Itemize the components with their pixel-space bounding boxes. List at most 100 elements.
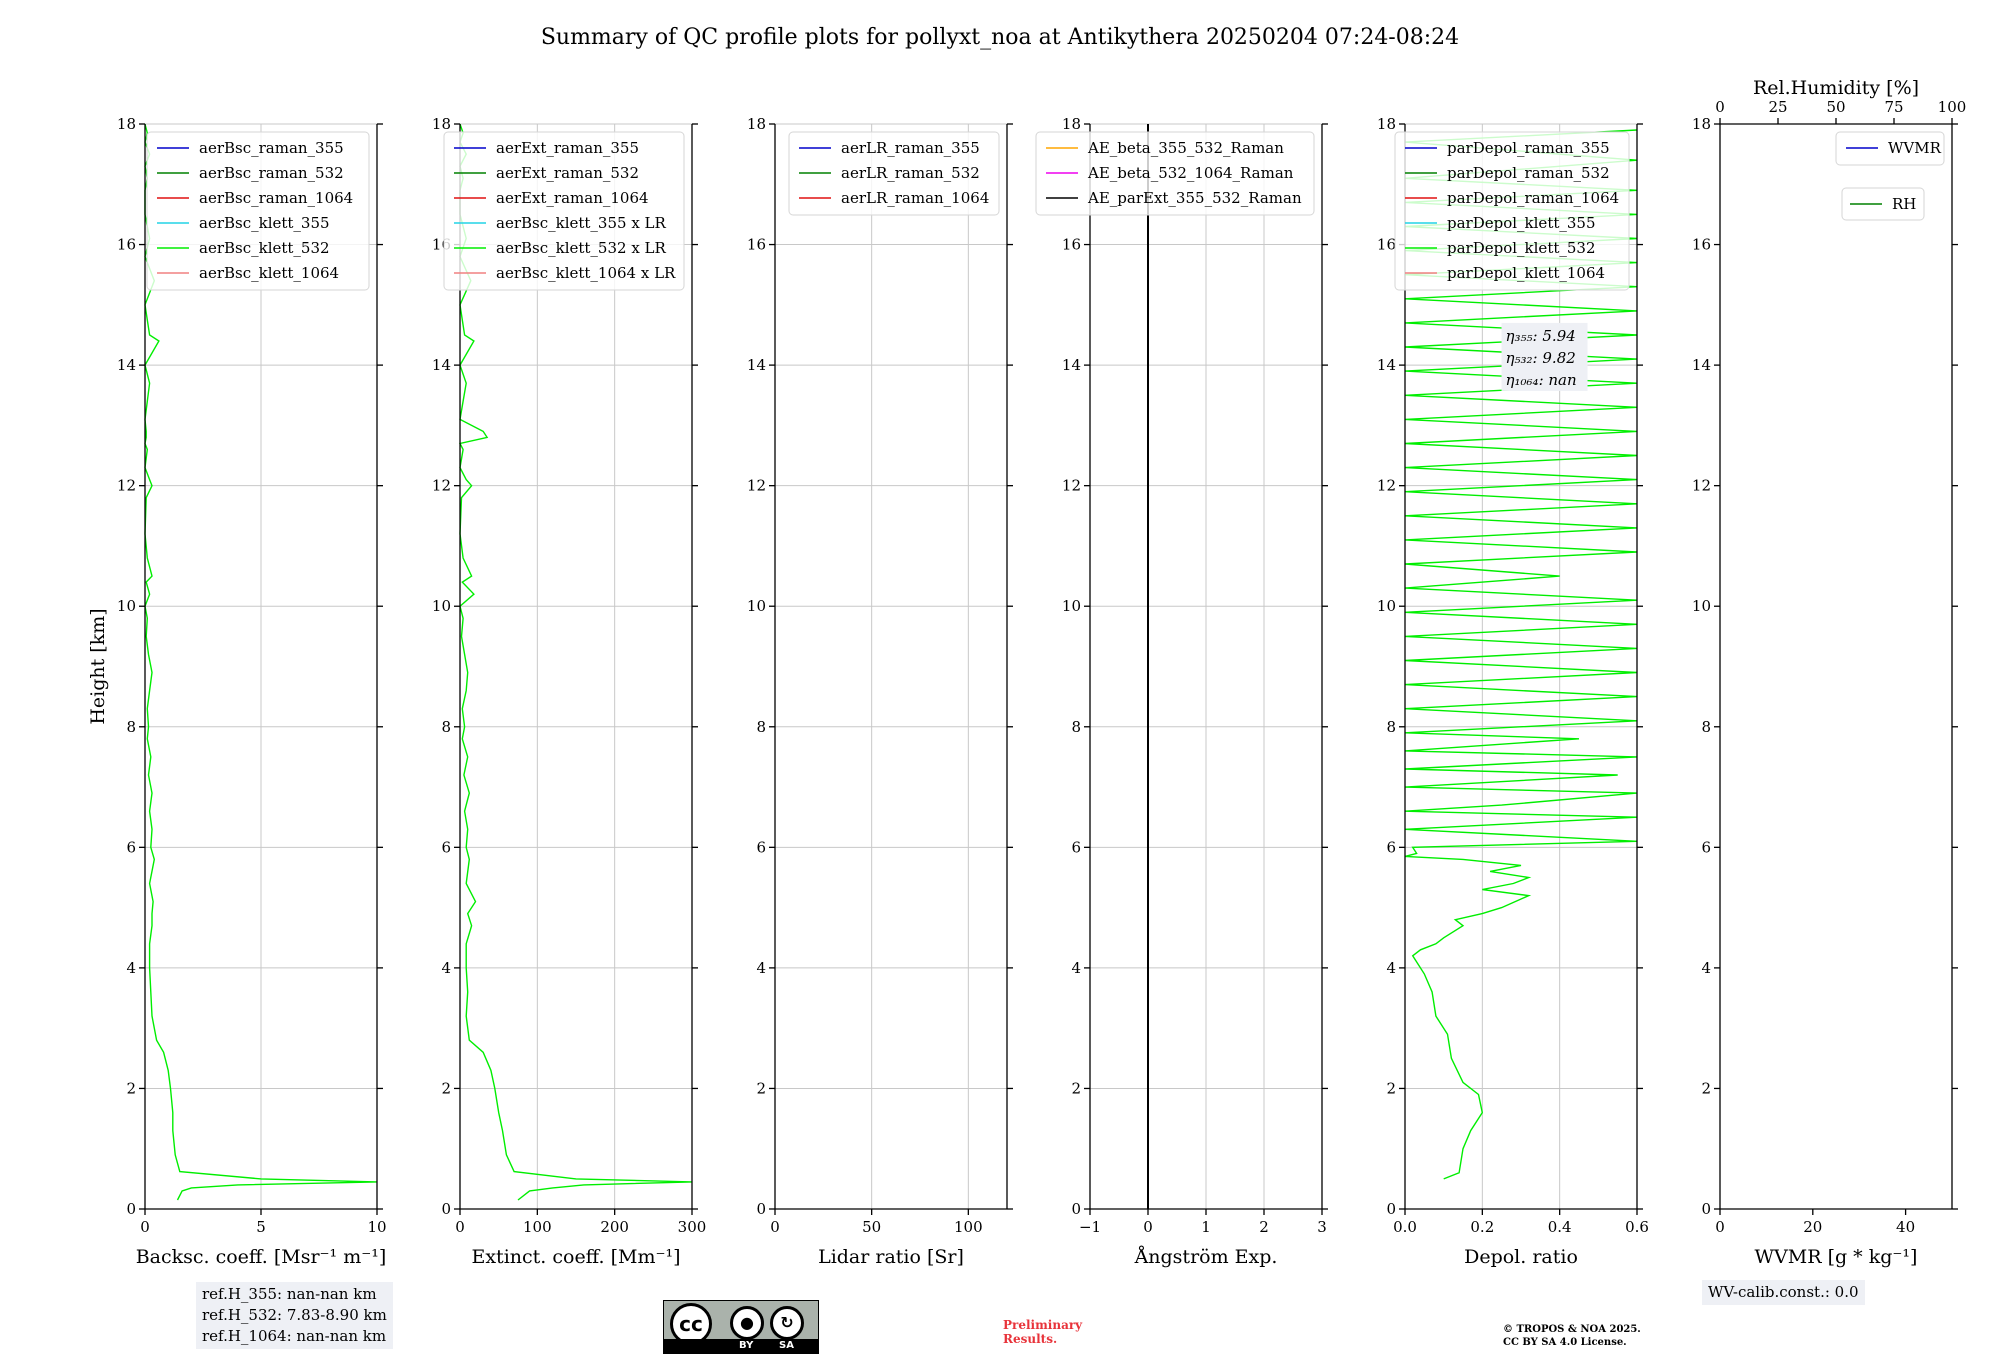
legend-label: aerExt_raman_1064 [496, 189, 649, 207]
wv-calibration-constant: WV-calib.const.: 0.0 [1708, 1283, 1859, 1301]
y-tick-label: 2 [756, 1079, 766, 1097]
y-tick-label: 12 [1062, 477, 1081, 495]
y-tick-label: 8 [441, 718, 451, 736]
y-tick-label: 2 [126, 1079, 136, 1097]
y-tick-label: 6 [1701, 838, 1711, 856]
y-tick-label: 2 [1701, 1079, 1711, 1097]
y-tick-label: 8 [1386, 718, 1396, 736]
y-axis-label: Height [km] [87, 608, 109, 724]
legend-label: aerBsc_klett_355 [199, 214, 330, 232]
y-tick-label: 14 [117, 356, 136, 374]
legend-label: parDepol_raman_532 [1447, 164, 1610, 182]
y-tick-label: 4 [441, 959, 451, 977]
ref-height-532: ref.H_532: 7.83-8.90 km [202, 1306, 387, 1324]
x-tick-label: 40 [1896, 1218, 1915, 1236]
legend: aerBsc_raman_355 aerBsc_raman_532 aerBsc_r… [146, 131, 370, 291]
x-axis-label: WVMR [g * kg⁻¹] [1755, 1246, 1918, 1268]
legend-box [146, 131, 370, 291]
x-tick-label: 200 [600, 1218, 629, 1236]
badge-by-label: BY [739, 1340, 754, 1351]
y-tick-label: 6 [756, 838, 766, 856]
y-tick-label: 18 [432, 115, 451, 133]
legend-box-rh [1841, 187, 1925, 221]
legend-label: AE_beta_355_532_Raman [1087, 139, 1284, 157]
legend-label: parDepol_klett_355 [1447, 214, 1596, 232]
legend-label: aerLR_raman_1064 [841, 189, 989, 207]
legend-label: AE_beta_532_1064_Raman [1087, 164, 1294, 182]
legend-label: parDepol_klett_1064 [1447, 264, 1605, 282]
legend-label: aerBsc_raman_532 [199, 164, 344, 182]
x-tick-label: 0.6 [1625, 1218, 1649, 1236]
x-tick-label: 0.2 [1470, 1218, 1494, 1236]
y-tick-label: 10 [1062, 597, 1081, 615]
ref-height-355: ref.H_355: nan-nan km [202, 1285, 377, 1303]
y-tick-label: 10 [117, 597, 136, 615]
x-tick-label: 0.0 [1393, 1218, 1417, 1236]
y-tick-label: 12 [1377, 477, 1396, 495]
y-tick-label: 8 [126, 718, 136, 736]
y-tick-label: 2 [1071, 1079, 1081, 1097]
legend-label: aerBsc_klett_1064 [199, 264, 339, 282]
legend-label: aerExt_raman_532 [496, 164, 639, 182]
legend-label: aerBsc_raman_355 [199, 139, 344, 157]
cc-icon: cc [670, 1303, 712, 1345]
top-x-tick-label: 0 [1715, 98, 1725, 116]
y-tick-label: 16 [117, 236, 136, 254]
top-x-tick-label: 75 [1884, 98, 1903, 116]
y-tick-label: 14 [1377, 356, 1396, 374]
top-x-axis-label: Rel.Humidity [%] [1753, 77, 1919, 99]
x-axis-label: Backsc. coeff. [Msr⁻¹ m⁻¹] [136, 1246, 387, 1268]
y-tick-label: 10 [432, 597, 451, 615]
y-tick-label: 4 [1386, 959, 1396, 977]
y-tick-label: 4 [756, 959, 766, 977]
y-tick-label: 16 [1062, 236, 1081, 254]
legend-label: parDepol_raman_355 [1447, 139, 1610, 157]
legend-label: aerLR_raman_355 [841, 139, 980, 157]
legend-label: AE_parExt_355_532_Raman [1087, 189, 1302, 207]
wv-calibration-box: WV-calib.const.: 0.0 [1702, 1280, 1865, 1305]
x-tick-label: 0.4 [1548, 1218, 1572, 1236]
y-tick-label: 16 [1692, 236, 1711, 254]
y-tick-label: 0 [441, 1200, 451, 1218]
y-tick-label: 18 [1062, 115, 1081, 133]
badge-sa-label: SA [779, 1340, 794, 1351]
x-tick-label: 0 [140, 1218, 150, 1236]
legend-label: aerExt_raman_355 [496, 139, 639, 157]
y-tick-label: 14 [1062, 356, 1081, 374]
y-tick-label: 8 [756, 718, 766, 736]
x-axis-label: Ångström Exp. [1134, 1246, 1278, 1268]
y-tick-label: 4 [1701, 959, 1711, 977]
y-tick-label: 2 [441, 1079, 451, 1097]
series-line-aerBsc_klett_532 [144, 123, 378, 1201]
legend-box [443, 131, 685, 291]
y-tick-label: 0 [756, 1200, 766, 1218]
y-tick-label: 10 [747, 597, 766, 615]
y-tick-label: 0 [1071, 1200, 1081, 1218]
badge-bar [664, 1339, 818, 1353]
legend-label-rh: RH [1892, 195, 1916, 213]
eta-annotation-line: η₅₃₂: 9.82 [1506, 349, 1576, 367]
preliminary-line-2: Results. [1003, 1332, 1058, 1346]
legend-label: aerBsc_klett_532 x LR [496, 239, 667, 257]
legend-label: WVMR [1888, 139, 1942, 157]
top-x-tick-label: 50 [1826, 98, 1845, 116]
y-tick-label: 14 [432, 356, 451, 374]
y-tick-label: 6 [441, 838, 451, 856]
top-x-tick-label: 100 [1938, 98, 1967, 116]
y-tick-label: 4 [126, 959, 136, 977]
panel-lidar-ratio: 0 2 4 6 8 10 12 14 16 18 0 50 100 Lidar ratio [Sr] aer… [747, 115, 1013, 1268]
attribution-icon: ● [730, 1306, 764, 1340]
preliminary-results-note: Preliminary Results. [1003, 1318, 1082, 1346]
eta-annotation-box [1501, 322, 1588, 391]
y-tick-label: 6 [1071, 838, 1081, 856]
x-tick-label: 300 [678, 1218, 707, 1236]
legend-label: parDepol_raman_1064 [1447, 189, 1619, 207]
panel-backscatter: 0 2 4 6 8 10 12 14 16 18 0 5 10 Backsc. coeff. [Msr⁻¹… [87, 115, 387, 1268]
series-line-aerBsc_klett_532 x LR [458, 123, 693, 1201]
legend: parDepol_raman_355 parDepol_raman_532 parD… [1394, 131, 1630, 291]
legend-box [1035, 131, 1315, 216]
copyright-line-1: © TROPOS & NOA 2025. [1503, 1324, 1641, 1335]
y-tick-label: 12 [1692, 477, 1711, 495]
